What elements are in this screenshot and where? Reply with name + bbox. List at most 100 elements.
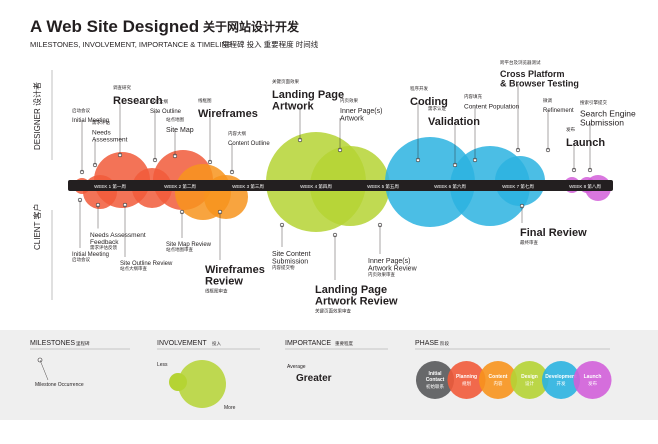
week-label: WEEK 5 第五周 (367, 183, 399, 190)
milestone-label: Site Outline (150, 109, 182, 115)
milestone-label: Artwork Review (315, 296, 398, 308)
milestone-label-cn: 调查研究 (113, 84, 131, 91)
milestone-label: & Browser Testing (500, 78, 579, 88)
milestone-label: Initial Meeting (72, 252, 109, 258)
phase-circle (447, 361, 486, 399)
legend-title-cn: 投入 (212, 340, 221, 347)
milestone-label-cn: 站点地图 (166, 116, 184, 123)
milestone-label: Artwork (272, 101, 314, 113)
phase-label-cn: 初始联系 (426, 383, 444, 390)
milestone-label: Review (205, 276, 243, 288)
milestone-label-cn: 关键页面效果 (272, 78, 299, 85)
milestone-label: Landing Page (315, 284, 387, 296)
milestone-label: Submission (580, 117, 624, 127)
phase-label-cn: 发布 (588, 380, 597, 387)
milestone-label: Needs Assessment (90, 232, 146, 239)
title-cn: 关于网站设计开发 (203, 19, 300, 34)
milestone-label: Site Content (272, 251, 311, 258)
milestone-label-cn: 需求评估 (92, 119, 110, 126)
milestone-label: Content Population (464, 104, 520, 111)
milestone-label: Refinement (543, 108, 574, 114)
labels: WEEK 1 第一周 WEEK 2 第二周 WEEK 3 第三周 WEEK 4 第四周… (30, 59, 636, 411)
milestone-label-cn: 内容填充 (464, 93, 482, 100)
phase-circle (479, 361, 517, 399)
client-label: CLIENT 客户 (32, 203, 42, 250)
week-label: WEEK 3 第三周 (232, 183, 264, 190)
milestone-label-cn: 内页效果审查 (368, 271, 395, 278)
milestone-label-cn: 需求评估反馈 (90, 244, 117, 251)
legend-text: Average (287, 364, 306, 370)
phase-label: Development (545, 374, 577, 380)
milestone-label-cn: 站点大纲 (150, 98, 168, 105)
milestone-label: Site Map Review (166, 242, 212, 248)
milestone-label-cn: 关键页面效果审查 (315, 308, 351, 315)
phase-label: Contact (426, 377, 445, 383)
milestone-label: Inner Page(s) (368, 258, 410, 265)
phase-circle (573, 361, 612, 399)
week-label: WEEK 1 第一周 (94, 183, 126, 190)
milestone-label: Wireframes (198, 108, 258, 120)
phase-label: Planning (456, 374, 477, 380)
phase-label-cn: 规划 (462, 380, 471, 387)
title: A Web Site Designed (30, 17, 199, 36)
milestone-label: Cross Platform (500, 69, 565, 79)
designer-label: DESIGNER 设计者 (32, 82, 42, 150)
week-label: WEEK 8 第八周 (569, 183, 601, 190)
week-label: WEEK 2 第二周 (164, 183, 196, 190)
milestone-label: Launch (566, 137, 605, 149)
milestone-label: Coding (410, 96, 448, 108)
week-label: WEEK 4 第四周 (300, 183, 332, 190)
milestone-label: Search Engine (580, 109, 636, 119)
timeline (68, 180, 613, 191)
milestone-label: Artwork (340, 115, 364, 122)
legend-title-cn: 里程碑 (76, 340, 90, 347)
milestone-label: Feedback (90, 239, 119, 246)
phase-circle (510, 361, 549, 399)
subtitle: MILESTONES, INVOLVEMENT, IMPORTANCE & TI… (30, 40, 232, 49)
legend-text: Milestone Occurrence (35, 382, 84, 388)
phase-label-cn: 内容 (494, 380, 503, 387)
milestone-label-cn: 站点地图审查 (166, 246, 193, 253)
phase-label: Launch (584, 374, 602, 380)
legend-text: More (224, 405, 236, 411)
milestone-label-cn: 线框图审查 (205, 288, 228, 295)
milestone-label: Artwork Review (368, 265, 418, 272)
legend-title-cn: 阶段 (440, 340, 449, 347)
phase-label: Initial (428, 371, 442, 377)
milestone-label: Inner Page(s) (340, 108, 382, 115)
milestone-label: Landing Page (272, 89, 344, 101)
phase-circle (416, 361, 454, 399)
milestone-label: Wireframes (205, 264, 265, 276)
legend-title: IMPORTANCE (285, 340, 331, 347)
legend-title: PHASE (415, 340, 439, 347)
milestone-label-cn: 内容提交物 (272, 264, 295, 271)
legend-circle (178, 360, 226, 408)
milestone-label-cn: 站点大纲审查 (120, 265, 147, 272)
phase-label-cn: 开发 (557, 380, 566, 387)
legend-leader (39, 359, 49, 381)
legend-title: MILESTONES (30, 340, 75, 347)
milestone-label-cn: 发布 (566, 126, 575, 133)
milestone-label-cn: 内容大纲 (228, 130, 246, 137)
milestone-label: Assessment (92, 136, 128, 143)
milestone-label-cn: 线框图 (198, 97, 212, 104)
milestone-label: Site Outline Review (120, 261, 173, 267)
week-label: WEEK 6 第六周 (434, 183, 466, 190)
milestone-label: Research (113, 95, 163, 107)
subtitle-cn: 里程碑 投入 重要程度 时间线 (222, 39, 319, 49)
milestone-label-cn: 需求认证 (428, 105, 446, 112)
milestone-label: Validation (428, 116, 480, 128)
phase-label-cn: 设计 (525, 380, 534, 387)
week-label: WEEK 7 第七周 (502, 183, 534, 190)
milestone-label: Final Review (520, 227, 587, 239)
milestone-label-cn: 启动会议 (72, 256, 90, 263)
legend-text: Less (157, 362, 168, 368)
milestone-label-cn: 启动会议 (72, 107, 90, 114)
milestone-label: Content Outline (228, 141, 270, 147)
milestone-label: Initial Meeting (72, 118, 109, 124)
milestone-label-cn: 跨平台及浏览器测试 (500, 59, 541, 66)
legend-title: INVOLVEMENT (157, 340, 207, 347)
phase-label: Design (521, 374, 538, 380)
milestone-label: Submission (272, 258, 308, 265)
